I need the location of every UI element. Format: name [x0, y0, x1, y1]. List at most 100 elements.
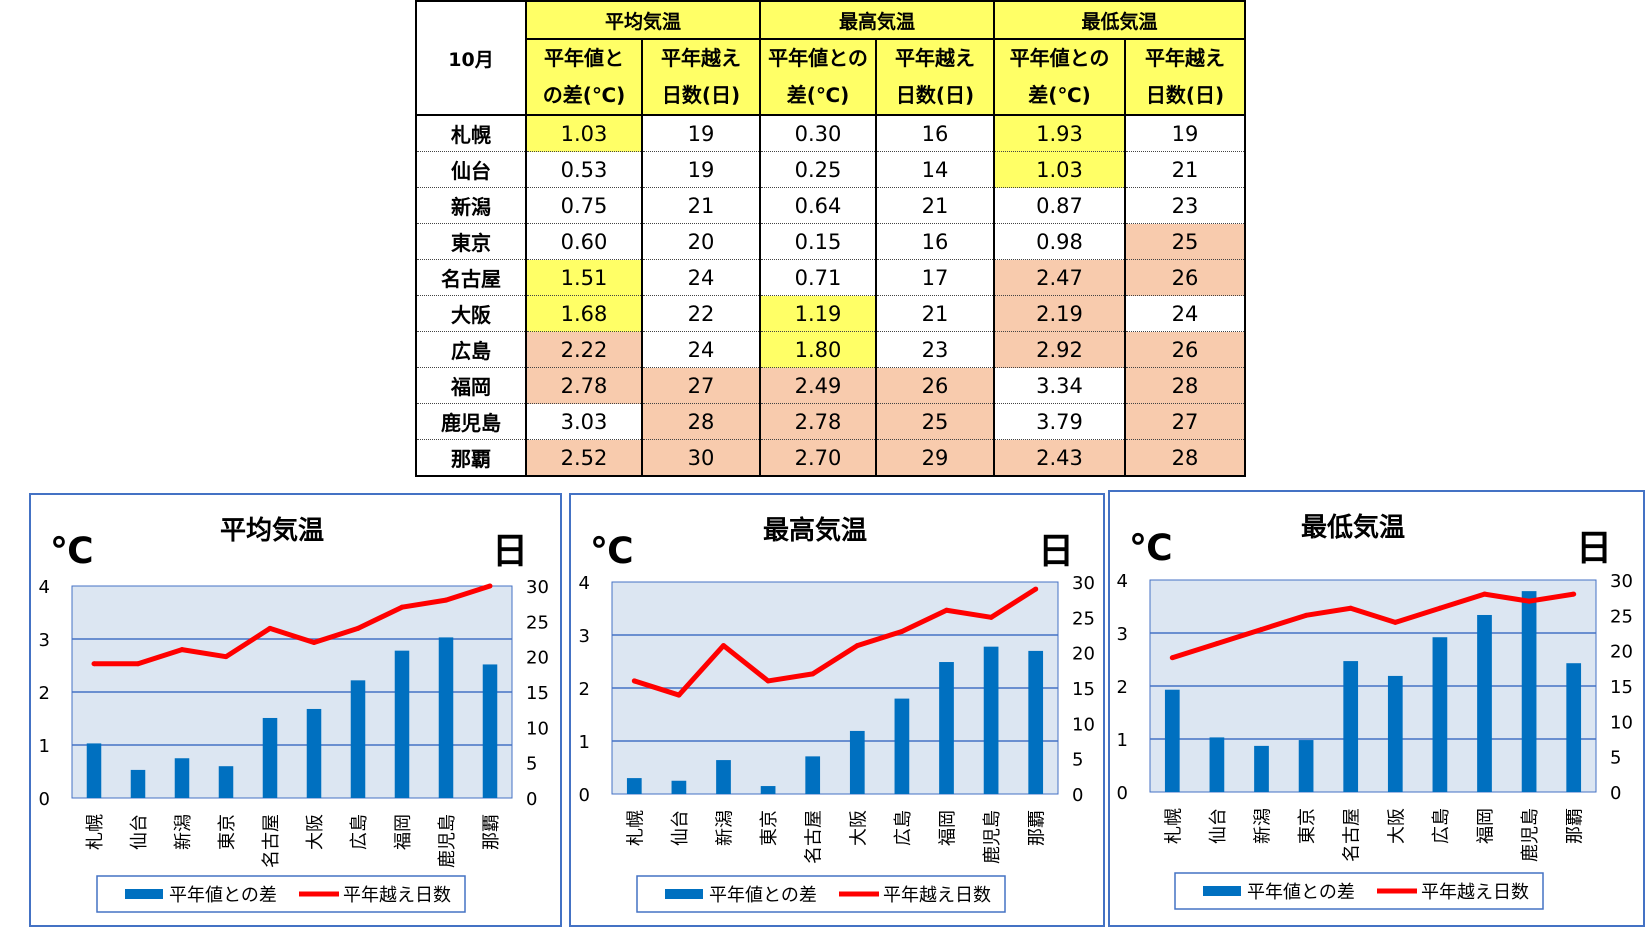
value-cell: 0.30 [759, 114, 877, 152]
y2-tick-label: 0 [526, 789, 537, 810]
y2-tick-label: 20 [526, 648, 549, 669]
chart-2: 最高気温 ℃ 日 0 1 2 3 4 0 5 10 15 20 25 30 札幌 仙台 新潟 東京 名古屋 大阪 広島 福岡… [569, 493, 1105, 927]
category-label: 札幌 [85, 814, 106, 850]
sub-header-line: 差(℃) [786, 83, 850, 107]
value-cell: 24 [641, 331, 761, 368]
line-point-10 [1571, 591, 1577, 597]
y2-tick-label: 30 [1610, 571, 1633, 592]
value-cell: 27 [1124, 403, 1246, 440]
y2-tick-label: 10 [1610, 712, 1633, 733]
bar-7 [1432, 637, 1448, 792]
bar-5 [262, 717, 278, 798]
y-axis-unit-label: ℃ [1129, 528, 1173, 569]
value-cell: 29 [875, 439, 995, 477]
table-row: 大阪 1.68 22 1.19 21 2.19 24 [415, 295, 1246, 332]
y2-tick-label: 0 [1610, 783, 1621, 804]
legend: 平年値との差 平年越え日数 [96, 875, 466, 913]
category-label: 仙台 [129, 814, 150, 850]
bar-10 [482, 664, 498, 798]
month-label: 10月 [415, 0, 527, 116]
line-point-3 [721, 643, 726, 649]
category-label: 鹿児島 [1520, 808, 1541, 862]
y2-axis-unit-label: 日 [1576, 528, 1612, 569]
sub-header: 平年越え日数(日) [1124, 38, 1246, 116]
category-label: 札幌 [1163, 808, 1184, 844]
y2-tick-label: 0 [1072, 785, 1083, 806]
y-tick-label: 4 [1117, 571, 1128, 592]
y2-tick-label: 15 [526, 683, 549, 704]
category-label: 那覇 [1565, 808, 1586, 844]
bar-9 [1521, 591, 1537, 792]
line-point-2 [135, 661, 141, 667]
value-cell: 0.60 [525, 223, 643, 260]
sub-header: 平年値との差(℃) [759, 38, 877, 116]
value-cell: 26 [875, 367, 995, 404]
value-cell: 19 [1124, 114, 1246, 152]
legend-line-label: 平年越え日数 [343, 885, 451, 906]
line-point-7 [355, 625, 361, 631]
value-cell: 26 [1124, 259, 1246, 296]
sub-header-line: 平年値との [768, 46, 868, 70]
y-tick-label: 1 [39, 736, 50, 757]
sub-header: 平年値との差(℃) [993, 38, 1126, 116]
y-axis-unit-label: ℃ [50, 531, 94, 572]
bar-8 [939, 662, 954, 794]
line-point-9 [443, 597, 449, 603]
value-cell: 0.75 [525, 187, 643, 224]
y2-tick-label: 5 [526, 754, 537, 775]
table-row: 新潟 0.75 21 0.64 21 0.87 23 [415, 187, 1246, 224]
bar-3 [716, 760, 731, 794]
bar-7 [894, 698, 910, 794]
legend: 平年値との差 平年越え日数 [636, 875, 1006, 913]
value-cell: 25 [1124, 223, 1246, 260]
legend-bar-label: 平年値との差 [1247, 882, 1355, 903]
bar-7 [350, 680, 366, 798]
line-point-6 [311, 640, 317, 646]
value-cell: 28 [641, 403, 761, 440]
legend-line-label: 平年越え日数 [1421, 882, 1529, 903]
city-cell: 名古屋 [415, 259, 527, 296]
value-cell: 24 [641, 259, 761, 296]
sub-header-line: 差(℃) [1028, 83, 1091, 107]
category-label: 新潟 [173, 814, 194, 850]
bar-1 [626, 778, 642, 794]
line-point-6 [1392, 619, 1398, 625]
line-point-8 [399, 604, 405, 610]
y2-tick-label: 30 [526, 577, 549, 598]
line-point-4 [223, 654, 229, 660]
value-cell: 1.03 [993, 151, 1126, 188]
bar-4 [760, 786, 776, 794]
line-point-1 [631, 678, 637, 684]
legend-bar-label: 平年値との差 [169, 885, 277, 906]
value-cell: 0.64 [759, 187, 877, 224]
category-label: 福岡 [393, 814, 414, 850]
days-line [633, 586, 1038, 698]
category-label: 広島 [1431, 808, 1452, 844]
table-row: 名古屋 1.51 24 0.71 17 2.47 26 [415, 259, 1246, 296]
line-point-1 [91, 661, 97, 667]
value-cell: 2.19 [993, 295, 1126, 332]
value-cell: 0.53 [525, 151, 643, 188]
temperature-table: 10月 平均気温 最高気温 最低気温 平年値と の差(℃) 平年越え 日数(日) 平年値との 差(… [415, 0, 1246, 477]
y-tick-label: 0 [39, 789, 50, 810]
value-cell: 0.71 [759, 259, 877, 296]
y-tick-label: 1 [1117, 730, 1128, 751]
bar-9 [983, 646, 999, 794]
category-label: 広島 [349, 814, 370, 850]
line-point-4 [1303, 612, 1309, 618]
bar-6 [306, 708, 322, 798]
bar-8 [394, 650, 410, 798]
value-cell: 23 [875, 331, 995, 368]
bar-6 [849, 730, 865, 794]
value-cell: 19 [641, 114, 761, 152]
sub-header-line: 日数(日) [1145, 83, 1225, 107]
y-tick-label: 0 [1117, 783, 1128, 804]
table-row: 福岡 2.78 27 2.49 26 3.34 28 [415, 367, 1246, 404]
sub-header-line: 平年越え [1145, 46, 1225, 70]
category-label: 東京 [759, 810, 780, 846]
value-cell: 2.70 [759, 439, 877, 477]
y-tick-label: 3 [39, 630, 50, 651]
y-tick-label: 4 [579, 573, 590, 594]
value-cell: 21 [875, 187, 995, 224]
value-cell: 28 [1124, 439, 1246, 477]
